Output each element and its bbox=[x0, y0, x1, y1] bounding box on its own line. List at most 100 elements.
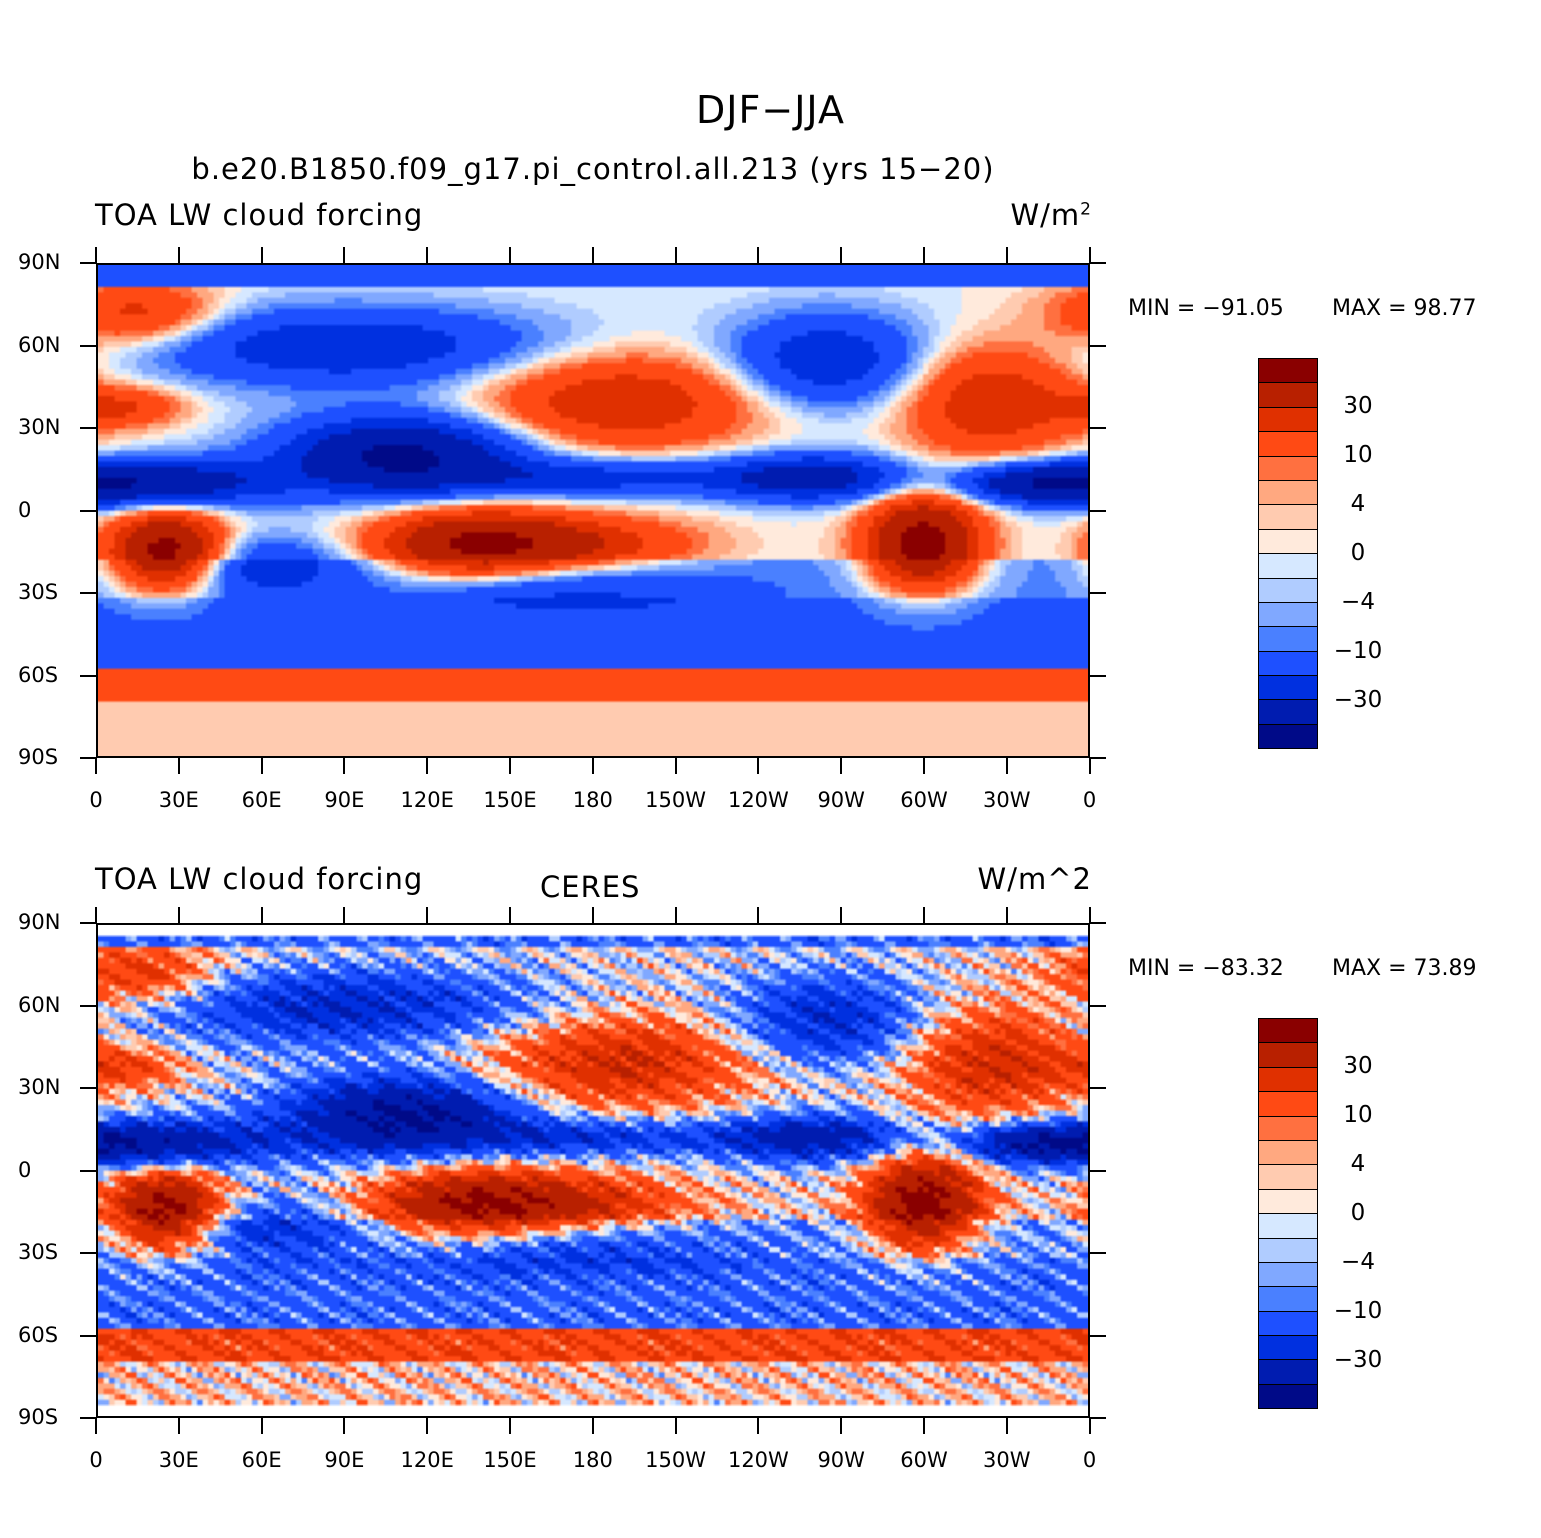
colorbar-box bbox=[1259, 1238, 1317, 1263]
tick bbox=[80, 1252, 96, 1254]
tick bbox=[426, 247, 429, 263]
colorbar-box bbox=[1259, 1165, 1317, 1190]
lon-label: 30W bbox=[983, 788, 1031, 812]
lat-label: 90S bbox=[18, 1405, 59, 1429]
colorbar-box bbox=[1259, 1019, 1317, 1044]
lat-label: 60N bbox=[18, 332, 61, 357]
tick bbox=[840, 907, 843, 923]
colorbar-label: 10 bbox=[1343, 442, 1373, 468]
tick bbox=[1090, 757, 1106, 759]
tick bbox=[1090, 1252, 1106, 1254]
lat-label: 30N bbox=[18, 1075, 61, 1099]
tick bbox=[177, 1418, 180, 1434]
tick bbox=[509, 247, 511, 263]
lat-label: 90N bbox=[18, 250, 61, 274]
lat-label: 30S bbox=[18, 580, 59, 604]
tick bbox=[80, 674, 96, 677]
colorbar-box bbox=[1259, 1116, 1317, 1141]
colorbar-box bbox=[1259, 407, 1317, 433]
lon-label: 150E bbox=[483, 1448, 537, 1472]
tick bbox=[757, 758, 760, 774]
panel2-min: MIN = −83.32 bbox=[1128, 956, 1284, 981]
tick bbox=[674, 247, 677, 263]
tick bbox=[840, 1418, 843, 1434]
tick bbox=[1005, 247, 1008, 263]
colorbar-box bbox=[1259, 1336, 1317, 1361]
tick bbox=[1090, 1417, 1106, 1419]
lon-label: 180 bbox=[572, 1448, 613, 1472]
colorbar-label: −4 bbox=[1341, 1249, 1375, 1275]
tick bbox=[674, 1418, 677, 1434]
colorbar-box bbox=[1259, 1360, 1317, 1385]
colorbar-box bbox=[1259, 1384, 1317, 1409]
tick bbox=[260, 247, 263, 263]
lon-label: 120W bbox=[727, 1448, 789, 1472]
tick bbox=[840, 247, 843, 263]
tick bbox=[80, 509, 96, 512]
colorbar-box bbox=[1259, 1311, 1317, 1337]
colorbar-label: 0 bbox=[1350, 540, 1366, 566]
colorbar-box bbox=[1259, 529, 1317, 555]
tick bbox=[1090, 674, 1106, 677]
colorbar-box bbox=[1259, 1092, 1317, 1117]
colorbar-label: 4 bbox=[1350, 1151, 1366, 1177]
colorbar-label: −30 bbox=[1333, 687, 1383, 713]
lat-label: 0 bbox=[18, 497, 32, 522]
tick bbox=[80, 1004, 96, 1007]
lon-label: 90W bbox=[817, 788, 865, 812]
lon-label: 60E bbox=[241, 1448, 282, 1472]
tick bbox=[80, 1087, 96, 1089]
colorbar-box bbox=[1259, 456, 1317, 481]
tick bbox=[1088, 907, 1091, 923]
tick bbox=[674, 907, 677, 923]
tick bbox=[80, 1169, 96, 1172]
lon-label: 30E bbox=[158, 1448, 199, 1472]
colorbar-box bbox=[1259, 1214, 1317, 1239]
tick bbox=[1090, 262, 1106, 264]
tick bbox=[1090, 509, 1106, 512]
tick bbox=[1005, 1418, 1008, 1434]
panel2-max: MAX = 73.89 bbox=[1332, 956, 1477, 981]
tick bbox=[509, 758, 511, 774]
colorbar-label: 10 bbox=[1343, 1102, 1373, 1128]
tick bbox=[509, 907, 511, 923]
lon-label: 120E bbox=[400, 788, 454, 812]
colorbar-label: 30 bbox=[1343, 393, 1373, 419]
colorbar-box bbox=[1259, 676, 1317, 701]
lon-label: 60E bbox=[241, 788, 282, 812]
tick bbox=[1005, 907, 1008, 923]
tick bbox=[923, 1418, 925, 1434]
tick bbox=[1088, 1418, 1091, 1434]
colorbar-box bbox=[1259, 1262, 1317, 1288]
tick bbox=[343, 247, 346, 263]
colorbar-label: 30 bbox=[1343, 1053, 1373, 1079]
panel1-map bbox=[96, 263, 1090, 758]
tick bbox=[95, 758, 97, 774]
lon-label: 90E bbox=[324, 1448, 365, 1472]
lon-label: 0 bbox=[1082, 1448, 1097, 1472]
tick bbox=[343, 758, 346, 774]
tick bbox=[80, 262, 96, 264]
colorbar-label: −4 bbox=[1341, 589, 1375, 615]
tick bbox=[80, 757, 96, 759]
lon-label: 120E bbox=[400, 1448, 454, 1472]
panel2-center-string: CERES bbox=[540, 870, 641, 904]
lat-label: 60N bbox=[18, 992, 61, 1017]
panel2-colorbar bbox=[1258, 1018, 1318, 1410]
colorbar-box bbox=[1259, 1043, 1317, 1068]
tick bbox=[757, 907, 760, 923]
colorbar-box bbox=[1259, 1140, 1317, 1166]
colorbar-label: −10 bbox=[1333, 638, 1383, 664]
tick bbox=[591, 758, 594, 774]
lon-label: 0 bbox=[1082, 788, 1097, 812]
lon-label: 0 bbox=[89, 788, 103, 812]
tick bbox=[426, 907, 429, 923]
panel1-units: W/m2 bbox=[1010, 198, 1092, 232]
tick bbox=[1090, 1087, 1106, 1089]
panel2-units: W/m^2 bbox=[977, 862, 1092, 896]
lon-label: 90W bbox=[817, 1448, 865, 1472]
tick bbox=[1005, 758, 1008, 774]
colorbar-box bbox=[1259, 1067, 1317, 1093]
tick bbox=[923, 247, 925, 263]
lat-label: 90S bbox=[18, 745, 59, 769]
